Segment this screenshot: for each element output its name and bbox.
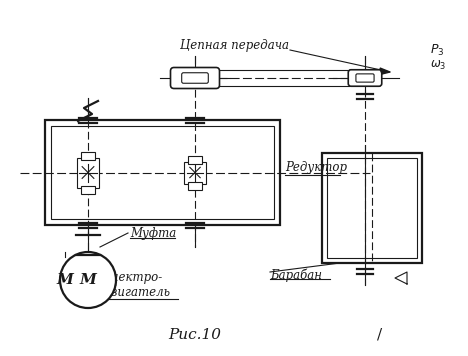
Bar	[81, 185, 95, 194]
Bar	[322, 153, 422, 263]
FancyBboxPatch shape	[348, 70, 382, 86]
Bar	[327, 158, 417, 258]
Bar	[188, 182, 202, 189]
Text: Редуктор: Редуктор	[285, 162, 347, 174]
Bar	[51, 126, 274, 219]
Text: Электро-: Электро-	[103, 272, 163, 284]
Text: двигатель: двигатель	[103, 287, 170, 299]
Text: $\omega_3$: $\omega_3$	[430, 58, 446, 72]
Bar	[188, 156, 202, 163]
Bar	[184, 162, 206, 183]
Polygon shape	[380, 68, 390, 74]
Text: М: М	[80, 273, 96, 287]
FancyBboxPatch shape	[356, 74, 374, 82]
FancyBboxPatch shape	[170, 68, 219, 89]
Bar	[45, 120, 280, 225]
Text: Цепная передача: Цепная передача	[181, 38, 290, 52]
Bar	[77, 157, 99, 188]
Circle shape	[60, 252, 116, 308]
Text: Муфта: Муфта	[130, 226, 176, 240]
Bar	[81, 152, 95, 159]
Text: Рис.10: Рис.10	[168, 328, 221, 342]
Text: /: /	[377, 328, 382, 342]
Text: М: М	[57, 273, 73, 287]
Text: $P_3$: $P_3$	[430, 42, 445, 58]
Text: Барабан: Барабан	[270, 268, 322, 282]
FancyBboxPatch shape	[182, 73, 208, 83]
